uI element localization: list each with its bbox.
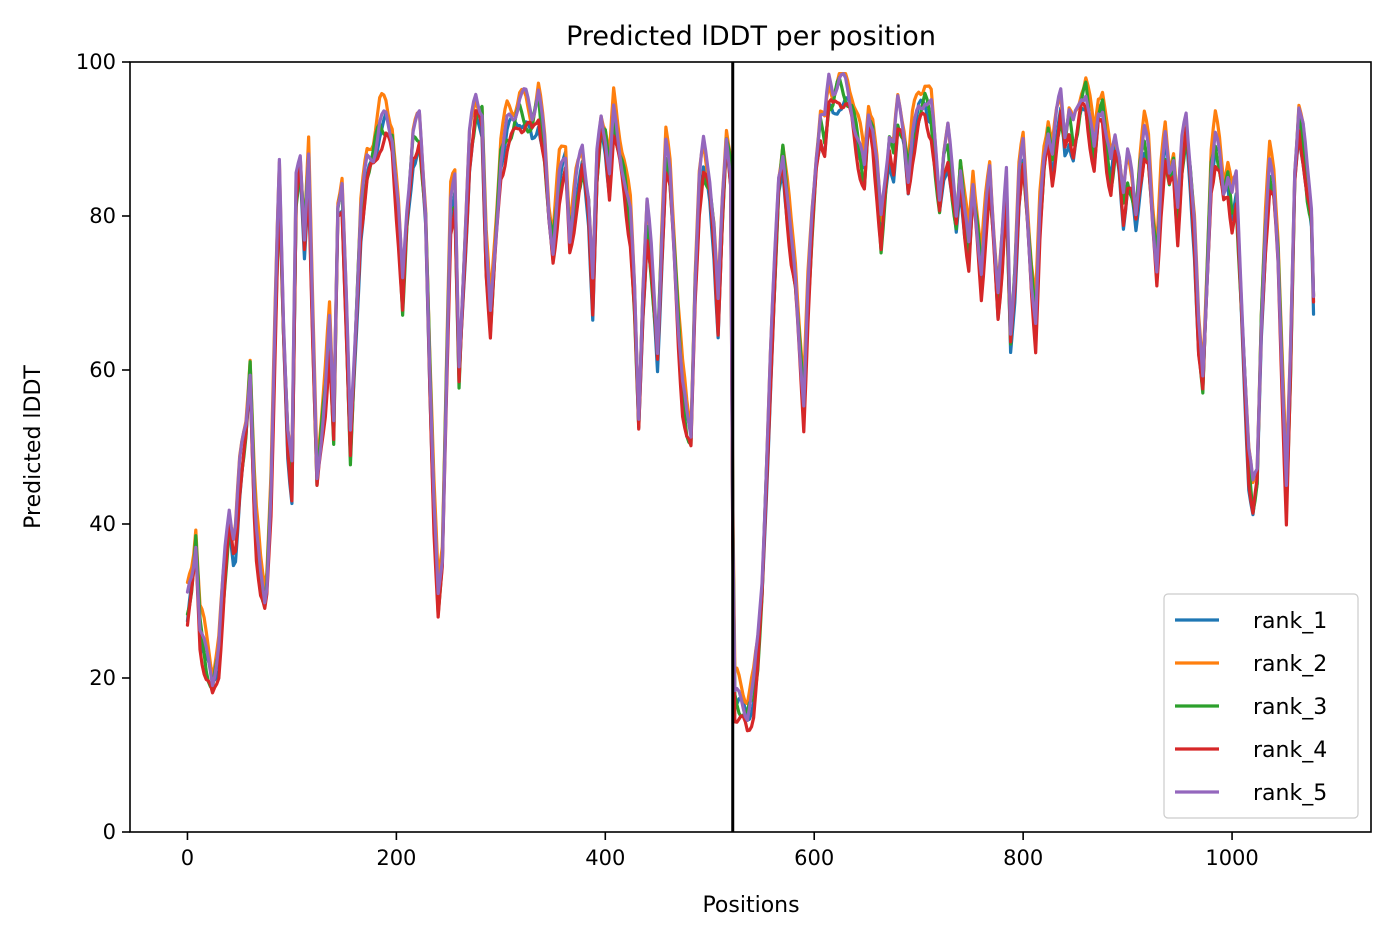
x-tick-label: 400 [585,846,625,870]
chart-title: Predicted lDDT per position [566,21,936,52]
y-tick-label: 100 [76,50,116,74]
x-axis-ticks: 0 200 400 600 800 1000 [181,832,1259,870]
x-tick-label: 1000 [1205,846,1258,870]
series-line-rank-5 [185,72,1316,722]
legend-box [1163,593,1359,819]
legend-label-rank-3: rank_3 [1253,695,1327,720]
legend-label-rank-2: rank_2 [1253,652,1327,677]
series-layer [185,71,1316,733]
legend-label-rank-1: rank_1 [1253,609,1327,634]
y-tick-label: 60 [89,358,116,382]
x-tick-label: 600 [794,846,834,870]
y-tick-label: 40 [89,512,116,536]
x-tick-label: 0 [181,846,194,870]
legend: rank_1 rank_2 rank_3 rank_4 rank_5 [1163,593,1359,819]
y-tick-label: 80 [89,204,116,228]
y-tick-label: 20 [89,666,116,690]
legend-label-rank-5: rank_5 [1253,781,1327,806]
plot-frame [129,61,1372,833]
x-tick-label: 200 [376,846,416,870]
y-axis-label: Predicted lDDT [21,365,46,529]
x-axis-label: Positions [702,893,799,918]
plot-area [129,61,1372,833]
y-tick-label: 0 [103,820,116,844]
legend-label-rank-4: rank_4 [1253,738,1327,763]
y-axis-ticks: 0 20 40 60 80 100 [76,50,130,844]
x-tick-label: 800 [1003,846,1043,870]
